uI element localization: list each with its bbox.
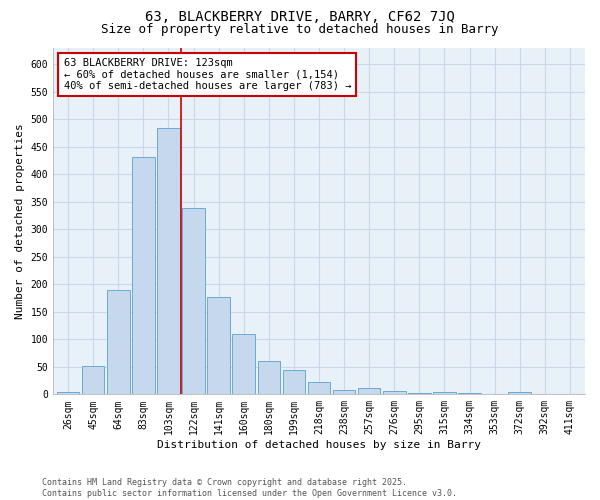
X-axis label: Distribution of detached houses by size in Barry: Distribution of detached houses by size … [157, 440, 481, 450]
Bar [82, 366, 104, 394]
Bar [408, 393, 431, 394]
Bar [257, 362, 280, 394]
Bar [283, 370, 305, 394]
Bar [458, 393, 481, 394]
Bar [182, 208, 205, 394]
Text: Size of property relative to detached houses in Barry: Size of property relative to detached ho… [101, 22, 499, 36]
Bar [232, 334, 255, 394]
Text: 63 BLACKBERRY DRIVE: 123sqm
← 60% of detached houses are smaller (1,154)
40% of : 63 BLACKBERRY DRIVE: 123sqm ← 60% of det… [64, 58, 351, 91]
Text: 63, BLACKBERRY DRIVE, BARRY, CF62 7JQ: 63, BLACKBERRY DRIVE, BARRY, CF62 7JQ [145, 10, 455, 24]
Bar [308, 382, 331, 394]
Bar [107, 290, 130, 395]
Y-axis label: Number of detached properties: Number of detached properties [15, 123, 25, 319]
Bar [57, 392, 79, 394]
Bar [333, 390, 355, 394]
Bar [208, 297, 230, 394]
Bar [358, 388, 380, 394]
Bar [132, 156, 155, 394]
Text: Contains HM Land Registry data © Crown copyright and database right 2025.
Contai: Contains HM Land Registry data © Crown c… [42, 478, 457, 498]
Bar [508, 392, 531, 394]
Bar [157, 128, 180, 394]
Bar [383, 391, 406, 394]
Bar [433, 392, 456, 394]
